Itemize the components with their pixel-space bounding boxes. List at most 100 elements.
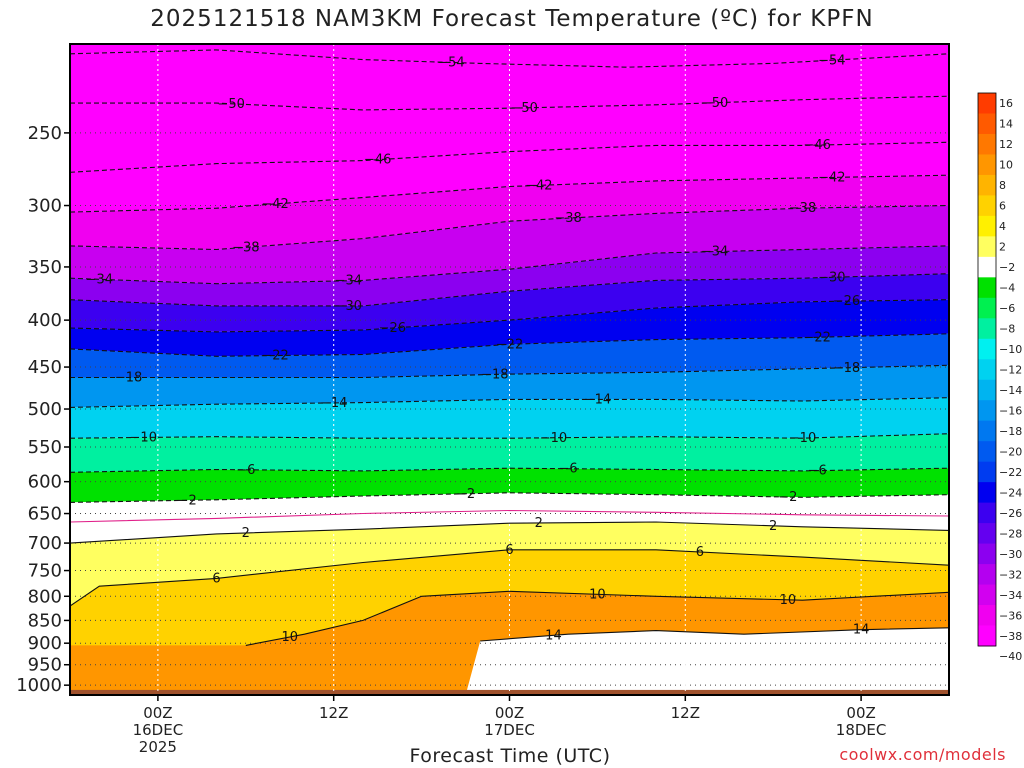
time-tick-label: 18DEC — [836, 721, 887, 739]
temperature-band — [70, 510, 949, 544]
contour-label: 6 — [696, 545, 704, 560]
isotherm--54 — [70, 49, 949, 68]
colorbar-swatch — [978, 461, 996, 483]
contour-label: −22 — [261, 349, 288, 364]
isotherm--10 — [70, 433, 949, 439]
colorbar-tick-label: −8 — [999, 323, 1015, 336]
colorbar-tick-label: 12 — [999, 138, 1013, 151]
pressure-tick-label: 650 — [28, 504, 62, 525]
pressure-tick-label: 400 — [28, 310, 62, 331]
temperature-band — [70, 522, 949, 607]
colorbar-tick-label: −12 — [999, 364, 1022, 377]
time-tick-label: 12Z — [671, 704, 700, 722]
colorbar-tick-label: 8 — [999, 179, 1006, 192]
isotherm--6 — [70, 467, 949, 473]
contour-label: −38 — [232, 240, 259, 255]
colorbar-swatch — [978, 154, 996, 176]
contour-label: −50 — [510, 101, 537, 116]
colorbar-tick-label: −10 — [999, 343, 1022, 356]
contour-labels: −54 −54 −50 −50 −50 −46 −46 −42 −42 −42 −38 −38 −38 −… — [86, 53, 870, 645]
contour-label: −10 — [789, 431, 816, 446]
colorbar-swatch — [978, 584, 996, 606]
isotherm-10 — [245, 590, 949, 646]
colorbar-swatch — [978, 297, 996, 319]
temperature-band — [70, 549, 949, 695]
temperature-band — [70, 175, 949, 250]
contour-label: −34 — [701, 245, 728, 260]
contour-label: −18 — [833, 361, 860, 376]
pressure-tick-label: 250 — [28, 123, 62, 144]
contour-label: −6 — [559, 462, 578, 477]
colorbar-swatch — [978, 113, 996, 135]
contour-label: −6 — [808, 464, 827, 479]
contour-label: −14 — [320, 396, 347, 411]
credit-text: coolwx.com/models — [839, 745, 1006, 764]
contour-label: −6 — [236, 463, 255, 478]
time-tick-label: 2025 — [139, 738, 177, 756]
contour-label: −30 — [818, 270, 845, 285]
contour-label: −18 — [481, 367, 508, 382]
colorbar-tick-label: 10 — [999, 159, 1013, 172]
colorbar-swatch — [978, 359, 996, 381]
colorbar-tick-label: −4 — [999, 282, 1015, 295]
contour-label: −42 — [261, 197, 288, 212]
contour-label: −54 — [437, 55, 464, 70]
colorbar-swatch — [978, 133, 996, 155]
contour-label: −46 — [364, 153, 391, 168]
contour-label: 2 — [535, 516, 543, 531]
time-tick-label: 17DEC — [484, 721, 535, 739]
contour-label: 10 — [780, 593, 797, 608]
colorbar-swatch — [978, 543, 996, 565]
colorbar-tick-label: −28 — [999, 527, 1022, 540]
isotherm--46 — [70, 141, 949, 173]
isotherm-contours — [70, 49, 949, 646]
pressure-tick-label: 1000 — [16, 675, 62, 696]
colorbar-swatch — [978, 215, 996, 237]
temperature-band — [70, 299, 949, 357]
temperature-band — [70, 142, 949, 213]
contour-label: −42 — [525, 178, 552, 193]
colorbar-tick-label: −6 — [999, 302, 1015, 315]
colorbar-tick-label: −40 — [999, 650, 1022, 663]
colorbar-tick-label: 6 — [999, 200, 1006, 213]
time-tick-label: 12Z — [319, 704, 348, 722]
contour-label: −2 — [456, 487, 475, 502]
contour-label: −22 — [803, 330, 830, 345]
colorbar-tick-label: −30 — [999, 548, 1022, 561]
isotherm--2 — [70, 492, 949, 503]
contour-label: −46 — [803, 138, 830, 153]
contour-label: 14 — [853, 623, 870, 638]
contour-label: −18 — [115, 371, 142, 386]
colorbar-tick-label: 14 — [999, 118, 1013, 131]
pressure-tick-label: 350 — [28, 257, 62, 278]
colorbar-swatch — [978, 236, 996, 258]
colorbar-tick-label: 2 — [999, 241, 1006, 254]
colorbar-tick-label: −32 — [999, 568, 1022, 581]
contour-label: −10 — [130, 430, 157, 445]
colorbar-tick-label: −34 — [999, 589, 1022, 602]
colorbar-tick-label: −16 — [999, 404, 1022, 417]
isotherm--50 — [70, 95, 949, 111]
contour-label: −2 — [778, 490, 797, 505]
colorbar-swatch — [978, 338, 996, 360]
pressure-tick-label: 450 — [28, 357, 62, 378]
colorbar-swatch — [978, 318, 996, 340]
contour-label: 14 — [545, 628, 562, 643]
isotherm--22 — [70, 333, 949, 357]
temperature-band — [70, 397, 949, 439]
isotherm--14 — [70, 397, 949, 408]
time-tick-label: 00Z — [143, 704, 172, 722]
contour-label: 2 — [769, 519, 777, 534]
contour-label: 10 — [589, 587, 606, 602]
contour-label: −34 — [86, 272, 113, 287]
colorbar-tick-label: −20 — [999, 445, 1022, 458]
colorbar-tick-label: −14 — [999, 384, 1022, 397]
colorbar-tick-label: 4 — [999, 220, 1006, 233]
pressure-tick-label: 750 — [28, 561, 62, 582]
contour-label: −26 — [833, 294, 860, 309]
colorbar-tick-label: −24 — [999, 486, 1022, 499]
colorbar-swatch — [978, 605, 996, 627]
temperature-band — [70, 492, 949, 522]
contour-label: 2 — [242, 526, 250, 541]
isotherm--26 — [70, 299, 949, 333]
